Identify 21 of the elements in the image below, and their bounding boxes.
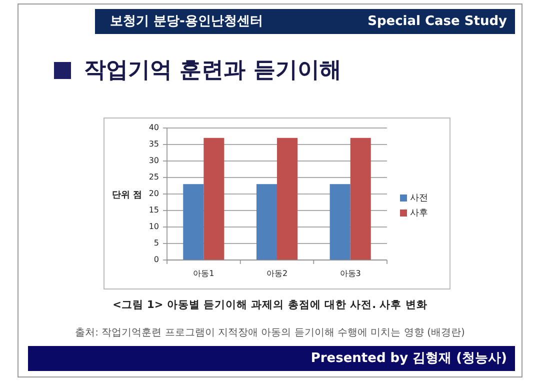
source-note: 출처: 작업기억훈련 프로그램이 지적장애 아동의 듣기이해 수행에 미치는 영향 (배경란) [75,328,465,339]
x-tick-label: 아동2 [266,269,288,278]
text: Special Case Study [368,14,508,30]
text: 보청기 분당-용인난청센터 [110,14,263,30]
y-tick-label: 15 [148,206,159,215]
chart-title: 작업기억 훈련과 듣기이해 [84,58,342,84]
text: <그림 1> 아동별 듣기이해 과제의 총점에 대한 사전. 사후 변화 [112,298,428,311]
y-tick-label: 20 [148,189,159,198]
y-tick-label: 40 [148,123,159,132]
y-tick-label: 30 [148,156,159,166]
y-tick-label: 5 [154,238,159,248]
legend-label: 사후 [410,208,428,218]
y-axis-title: 단위 점 [112,190,142,200]
y-tick-label: 35 [148,140,159,149]
y-tick-label: 0 [154,255,159,264]
text: Presented by 김형재 (청능사) [310,351,507,366]
legend-label: 사전 [410,193,428,204]
x-tick-label: 아동3 [340,269,361,278]
x-tick-label: 아동1 [193,269,214,278]
y-tick-label: 10 [148,222,159,232]
y-tick-label: 25 [148,172,159,182]
